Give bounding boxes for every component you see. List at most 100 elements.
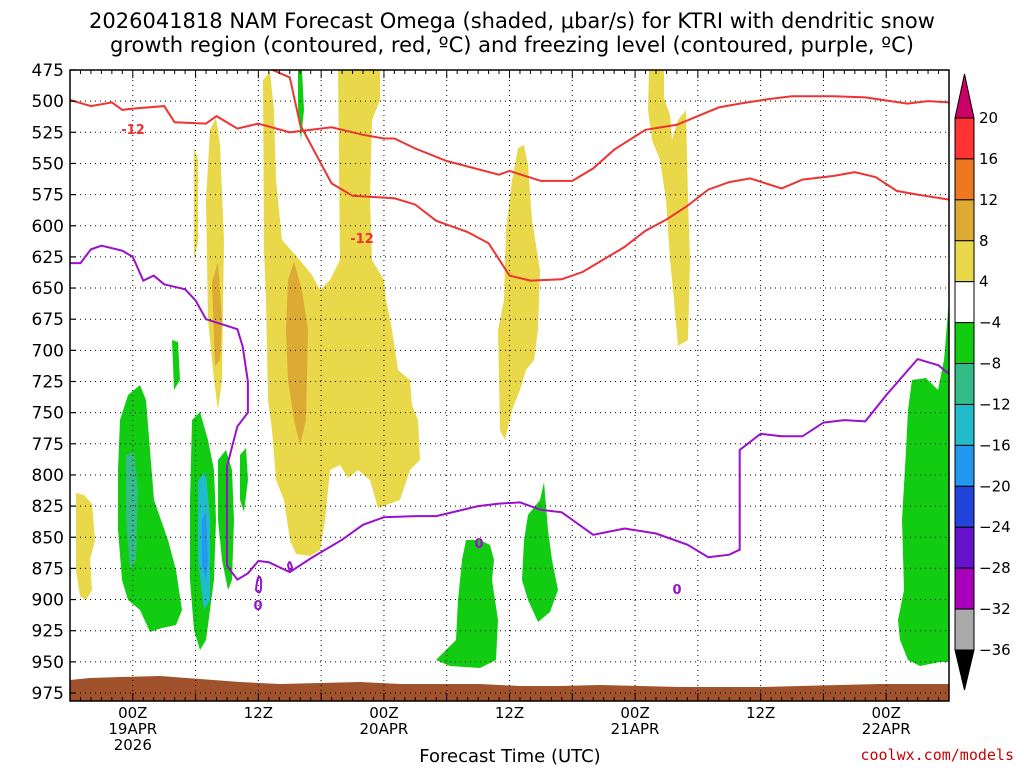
y-tick-label: 550 <box>32 154 64 174</box>
contour-line-freezing-level <box>70 244 949 581</box>
colorbar-swatch <box>954 117 975 160</box>
x-tick-label: 12Z <box>495 704 524 722</box>
contour-labels: -12 -12 0 0 0 <box>121 123 681 614</box>
contour-label: 0 <box>474 537 483 552</box>
credit-text: coolwx.com/models <box>860 746 1014 764</box>
colorbar-swatch <box>954 649 975 691</box>
y-tick-label: 925 <box>32 622 64 642</box>
y-axis-ticks: 475 500 525 550 575 600 625 650 675 700 725 750 775 8… <box>32 61 76 704</box>
omega-shaded-positive <box>263 70 420 556</box>
colorbar-swatch <box>954 567 975 610</box>
colorbar-label: −24 <box>979 518 1011 536</box>
colorbar-label: −12 <box>979 395 1011 413</box>
terrain-ground <box>70 676 949 701</box>
y-tick-label: 625 <box>32 248 64 268</box>
omega-shaded-strong-negative <box>126 452 138 570</box>
colorbar-swatch <box>954 444 975 487</box>
y-tick-label: 525 <box>32 123 64 143</box>
omega-shaded-positive <box>648 70 690 346</box>
colorbar-label: −28 <box>979 559 1011 577</box>
colorbar-label: −16 <box>979 436 1011 454</box>
y-tick-label: 750 <box>32 404 64 424</box>
contour-line-dgz <box>270 70 949 282</box>
colorbar-swatch <box>954 199 975 242</box>
chart-grid <box>70 69 949 701</box>
y-tick-label: 475 <box>32 61 64 81</box>
omega-shaded-strong-positive <box>286 262 308 445</box>
x-tick-label: 2026 <box>114 736 152 754</box>
colorbar-label: 20 <box>979 109 998 127</box>
x-tick-label: 00Z <box>620 704 649 722</box>
x-tick-label: 20APR <box>360 720 409 738</box>
y-tick-label: 725 <box>32 373 64 393</box>
y-tick-label: 575 <box>32 186 64 206</box>
x-axis-title: Forecast Time (UTC) <box>419 746 600 767</box>
colorbar-swatch <box>954 322 975 365</box>
y-tick-label: 800 <box>32 466 64 486</box>
x-tick-label: 00Z <box>872 704 901 722</box>
colorbar-label: 8 <box>979 232 989 250</box>
x-tick-label: 21APR <box>611 720 660 738</box>
omega-shaded-positive <box>206 118 224 410</box>
y-tick-label: 650 <box>32 279 64 299</box>
colorbar-swatch <box>954 281 975 324</box>
colorbar-label: −20 <box>979 477 1011 495</box>
y-tick-label: 875 <box>32 559 64 579</box>
contour-line-freezing-level <box>254 575 263 594</box>
y-tick-label: 675 <box>32 310 64 330</box>
chart-title-line2: growth region (contoured, red, ºC) and f… <box>110 33 914 57</box>
y-tick-label: 900 <box>32 591 64 611</box>
x-tick-label: 22APR <box>862 720 911 738</box>
colorbar-swatch <box>954 158 975 201</box>
colorbar-label: −32 <box>979 600 1011 618</box>
y-tick-label: 975 <box>32 684 64 704</box>
colorbar-swatch <box>954 608 975 651</box>
colorbar-swatch <box>954 403 975 446</box>
colorbar-swatch <box>954 363 975 405</box>
omega-shaded-negative <box>172 340 180 390</box>
omega-shading <box>76 70 949 668</box>
omega-shaded-strong-negative <box>202 512 208 580</box>
colorbar-label: −8 <box>979 355 1001 373</box>
omega-shaded-positive <box>194 148 198 260</box>
omega-shaded-positive <box>76 493 95 600</box>
y-tick-label: 850 <box>32 528 64 548</box>
colorbar: 20 16 12 8 4 −4 −8 −12 −16 −20 −24 −28 −32 −36 <box>954 73 1011 691</box>
terrain-fill <box>70 676 949 701</box>
x-tick-label: 19APR <box>108 720 157 738</box>
chart-title-line1: 2026041818 NAM Forecast Omega (shaded, μ… <box>89 9 935 33</box>
colorbar-label: 4 <box>979 273 989 291</box>
omega-shaded-positive <box>498 145 540 440</box>
y-tick-label: 775 <box>32 435 64 455</box>
colorbar-swatch <box>954 73 975 119</box>
contour-label: 0 <box>672 583 681 598</box>
colorbar-label: 12 <box>979 191 998 209</box>
colorbar-label: 16 <box>979 150 998 168</box>
omega-shaded-negative <box>240 448 248 512</box>
y-tick-label: 825 <box>32 497 64 517</box>
omega-shaded-negative <box>522 482 558 622</box>
omega-shaded-negative <box>898 300 949 666</box>
omega-shaded-negative <box>118 385 182 632</box>
colorbar-label: −36 <box>979 641 1011 659</box>
colorbar-label: −4 <box>979 314 1001 332</box>
y-tick-label: 700 <box>32 341 64 361</box>
contour-lines <box>70 70 949 594</box>
contour-label: 0 <box>253 599 262 614</box>
contour-line-dgz <box>70 95 949 182</box>
x-tick-label: 12Z <box>244 704 273 722</box>
colorbar-swatch <box>954 240 975 283</box>
contour-label: -12 <box>350 232 374 247</box>
contour-label: -12 <box>121 123 145 138</box>
y-tick-label: 950 <box>32 653 64 673</box>
colorbar-swatch <box>954 526 975 569</box>
omega-shaded-negative <box>436 540 498 668</box>
omega-shaded-strong-positive <box>212 262 222 366</box>
x-tick-label: 00Z <box>369 704 398 722</box>
x-tick-label: 12Z <box>746 704 775 722</box>
colorbar-swatch <box>954 485 975 528</box>
y-tick-label: 500 <box>32 92 64 112</box>
